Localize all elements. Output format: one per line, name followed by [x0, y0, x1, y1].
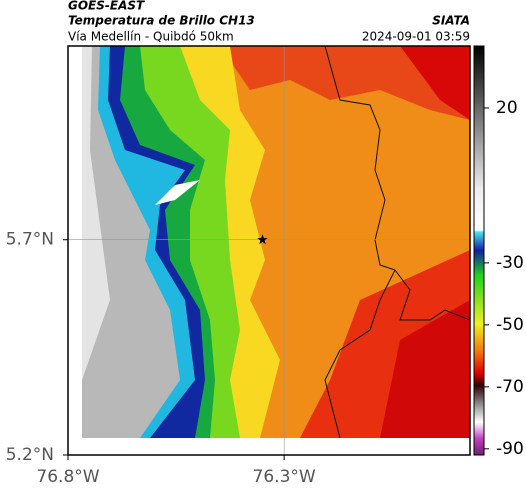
satellite: GOES-EAST — [68, 0, 145, 13]
brightness-field — [82, 46, 470, 438]
y-tick-label: 5.2°N — [6, 445, 54, 465]
x-tick-label: 76.3°W — [253, 467, 316, 487]
colorbar-tick-label: -50 — [496, 315, 524, 335]
y-tick-label: 5.7°N — [6, 230, 54, 250]
location-marker — [257, 234, 268, 245]
colorbar-tick-label: -70 — [496, 377, 524, 397]
organization: SIATA — [432, 14, 470, 28]
location: Vía Medellín - Quibdó 50km — [68, 30, 234, 44]
colorbar-tick-label: -90 — [496, 439, 524, 459]
datetime: 2024-09-01 03:59 — [362, 30, 470, 44]
colorbar-tick-label: -30 — [496, 253, 524, 273]
colorbar-tick-label: 20 — [496, 98, 518, 118]
product: Temperatura de Brillo CH13 — [68, 14, 255, 28]
map-frame — [67, 45, 471, 456]
colorbar — [473, 45, 485, 456]
x-tick-label: 76.8°W — [36, 467, 99, 487]
